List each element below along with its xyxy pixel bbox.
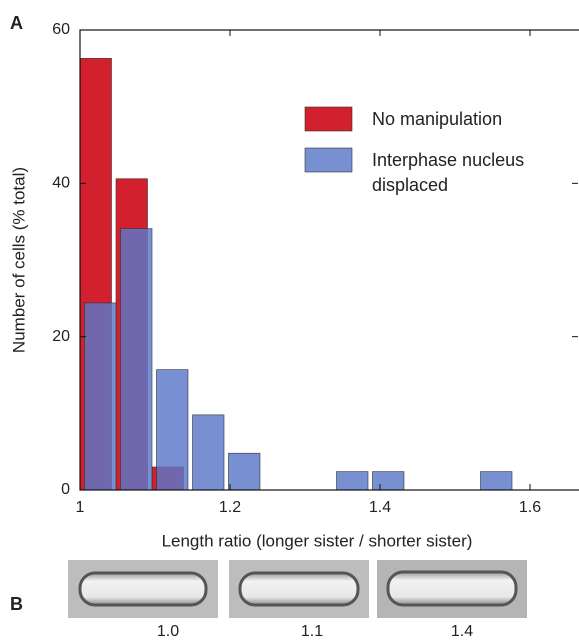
y-tick-label: 40 [52, 175, 70, 192]
x-tick-label: 1.2 [219, 499, 241, 516]
y-axis-label: Number of cells (% total) [9, 167, 28, 353]
bar [336, 471, 369, 491]
cell-caption: 1.0 [157, 623, 179, 640]
y-tick-label: 20 [52, 328, 70, 345]
x-tick-label: 1 [76, 499, 85, 516]
bar [156, 369, 189, 491]
bar [228, 452, 261, 491]
legend-swatch [304, 106, 353, 132]
panel-label: A [10, 13, 23, 33]
legend-label: No manipulation [372, 109, 503, 129]
legend-swatch [304, 147, 353, 173]
cell [238, 571, 360, 607]
panel-label: B [10, 594, 23, 614]
y-tick-label: 0 [61, 481, 70, 498]
cell [78, 571, 208, 607]
y-tick-label: 60 [52, 21, 70, 38]
bar [120, 228, 153, 491]
axes-frame [79, 29, 579, 491]
x-axis-label: Length ratio (longer sister / shorter si… [162, 531, 473, 550]
x-tick-label: 1.6 [519, 499, 541, 516]
bar [480, 471, 513, 491]
cell-caption: 1.4 [451, 623, 473, 640]
bar [84, 302, 117, 491]
cell-images [68, 560, 527, 618]
bar [192, 414, 225, 491]
legend-label: Interphase nucleus displaced [372, 150, 525, 195]
cell-caption: 1.1 [301, 623, 323, 640]
bar [372, 471, 405, 491]
x-tick-label: 1.4 [369, 499, 391, 516]
cell [386, 570, 518, 607]
